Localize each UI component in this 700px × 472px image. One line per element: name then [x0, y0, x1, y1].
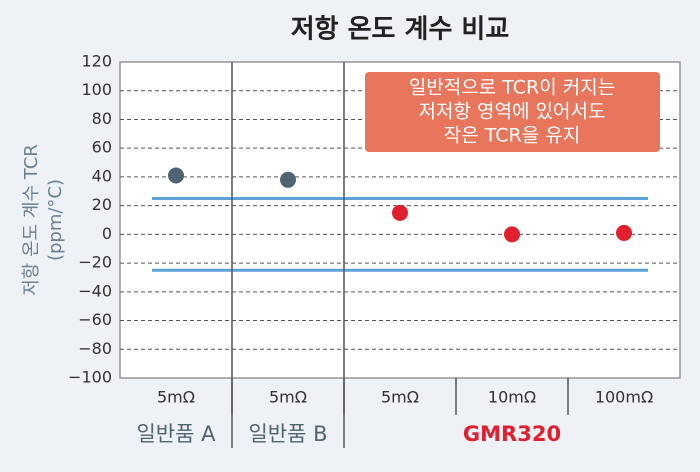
y-axis-title: 저항 온도 계수 TCR	[21, 144, 42, 296]
group-label: 일반품 A	[136, 422, 216, 446]
annotation-text: 일반적으로 TCR이 커지는	[409, 77, 615, 99]
group-label: 일반품 B	[248, 422, 327, 446]
chart-title: 저항 온도 계수 비교	[291, 15, 510, 45]
y-tick-label: −80	[78, 339, 112, 358]
y-tick-label: 40	[92, 166, 112, 185]
y-tick-label: 120	[81, 52, 112, 71]
dot	[168, 167, 184, 184]
x-tick-label: 10mΩ	[488, 388, 536, 407]
x-tick-label: 5mΩ	[269, 388, 307, 407]
y-tick-label: −60	[78, 310, 112, 329]
annotation-text: 작은 TCR을 유지	[444, 125, 580, 147]
dot	[504, 226, 520, 243]
dot	[392, 204, 408, 221]
y-tick-label: −40	[78, 281, 112, 300]
dot	[280, 171, 296, 188]
x-tick-label: 100mΩ	[595, 388, 653, 407]
y-tick-label: 80	[92, 109, 112, 128]
y-tick-label: 60	[92, 138, 112, 157]
group-label: GMR320	[463, 422, 561, 446]
y-tick-label: −20	[78, 253, 112, 272]
y-axis-title: (ppm/°C)	[45, 179, 66, 261]
y-tick-label: 0	[102, 224, 112, 243]
x-tick-label: 5mΩ	[381, 388, 419, 407]
y-tick-label: 20	[92, 195, 112, 214]
annotation-box	[365, 72, 660, 152]
annotation-text: 저저항 영역에 있어서도	[419, 101, 606, 123]
dot	[616, 224, 632, 241]
y-tick-label: 100	[81, 80, 112, 99]
y-tick-label: −100	[68, 368, 112, 387]
x-tick-label: 5mΩ	[157, 388, 195, 407]
